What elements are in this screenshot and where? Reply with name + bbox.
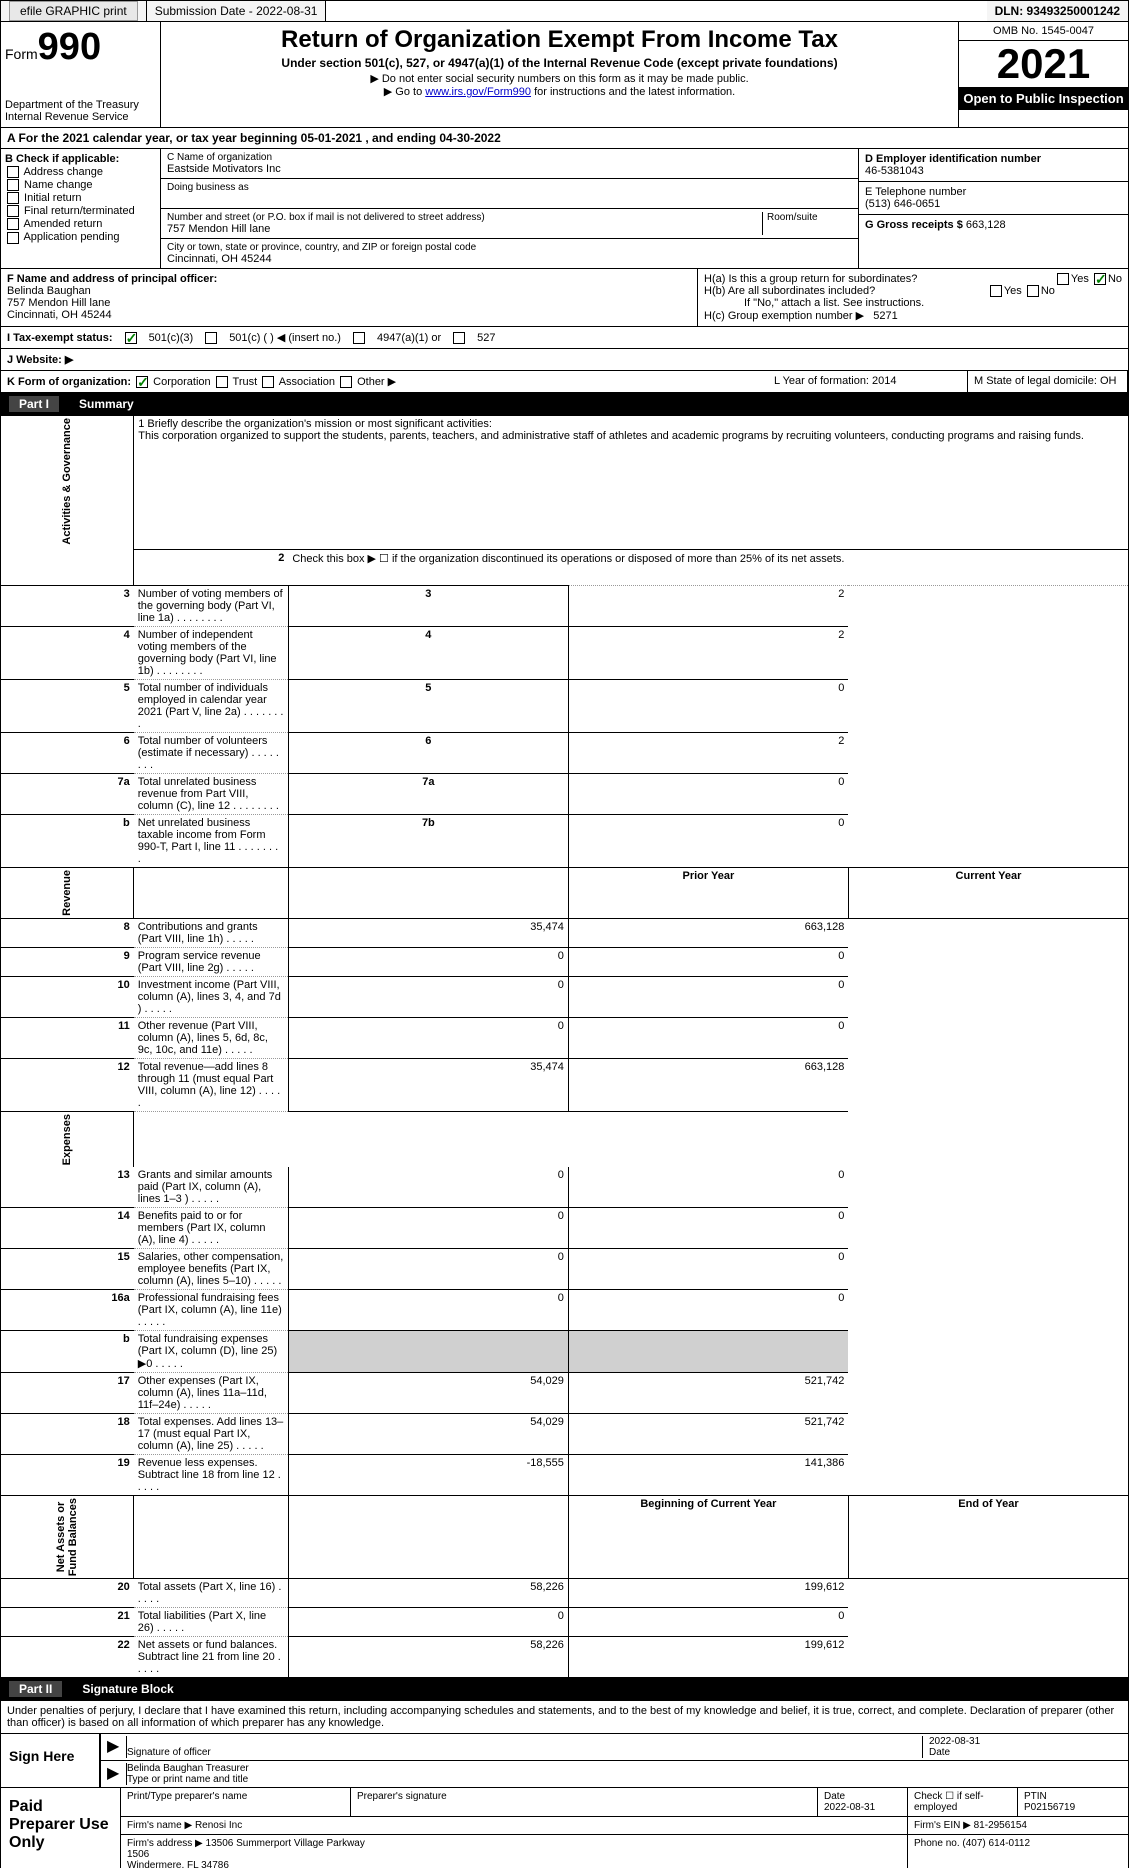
- form-header: Form990 Department of the Treasury Inter…: [0, 22, 1129, 128]
- summary-row: 16aProfessional fundraising fees (Part I…: [1, 1289, 1129, 1330]
- dept-label: Department of the Treasury Internal Reve…: [5, 99, 156, 123]
- summary-table: Activities & Governance 1 Briefly descri…: [0, 416, 1129, 1678]
- header-mid: Return of Organization Exempt From Incom…: [161, 22, 958, 127]
- goto-note: ▶ Go to www.irs.gov/Form990 for instruct…: [165, 85, 954, 98]
- section-c: C Name of organizationEastside Motivator…: [161, 149, 858, 268]
- k-option[interactable]: Other ▶: [338, 376, 396, 388]
- sign-here-label: Sign Here: [1, 1734, 101, 1787]
- header-left: Form990 Department of the Treasury Inter…: [1, 22, 161, 127]
- section-deg: D Employer identification number46-53810…: [858, 149, 1128, 268]
- entity-block: B Check if applicable: Address change Na…: [0, 149, 1129, 269]
- h-a-no[interactable]: [1094, 273, 1106, 285]
- section-h: H(a) Is this a group return for subordin…: [698, 269, 1128, 326]
- omb-number: OMB No. 1545-0047: [959, 22, 1128, 41]
- irs-link[interactable]: www.irs.gov/Form990: [425, 86, 531, 98]
- summary-row: 15Salaries, other compensation, employee…: [1, 1248, 1129, 1289]
- b-option[interactable]: Name change: [5, 179, 156, 191]
- summary-row: bNet unrelated business taxable income f…: [1, 814, 1129, 867]
- firm-phone: (407) 614-0112: [962, 1838, 1030, 1849]
- period-a: A For the 2021 calendar year, or tax yea…: [0, 128, 1129, 149]
- part-2-header: Part IISignature Block: [0, 1678, 1129, 1701]
- summary-row: 7aTotal unrelated business revenue from …: [1, 773, 1129, 814]
- gross-receipts: 663,128: [966, 219, 1006, 231]
- summary-row: 18Total expenses. Add lines 13–17 (must …: [1, 1413, 1129, 1454]
- summary-row: 20Total assets (Part X, line 16) . . . .…: [1, 1579, 1129, 1608]
- ssn-note: ▶ Do not enter social security numbers o…: [165, 72, 954, 85]
- submission-date: Submission Date - 2022-08-31: [147, 1, 327, 21]
- tax-year: 2021: [959, 41, 1128, 87]
- h-b-no[interactable]: [1027, 285, 1039, 297]
- org-street: 757 Mendon Hill lane: [167, 223, 270, 235]
- public-inspection: Open to Public Inspection: [959, 87, 1128, 110]
- summary-row: 21Total liabilities (Part X, line 26) . …: [1, 1608, 1129, 1637]
- i-527[interactable]: [453, 332, 465, 344]
- i-501c3[interactable]: [125, 332, 137, 344]
- summary-row: 6Total number of volunteers (estimate if…: [1, 732, 1129, 773]
- sign-block: Sign Here ▶Signature of officer2022-08-3…: [0, 1734, 1129, 1788]
- org-name: Eastside Motivators Inc: [167, 163, 281, 175]
- section-i: I Tax-exempt status: 501(c)(3) 501(c) ( …: [0, 327, 1129, 349]
- h-b-yes[interactable]: [990, 285, 1002, 297]
- year-formation: L Year of formation: 2014: [768, 371, 968, 392]
- summary-row: 8Contributions and grants (Part VIII, li…: [1, 918, 1129, 947]
- mission-text: This corporation organized to support th…: [138, 430, 1084, 442]
- k-option[interactable]: Association: [260, 376, 338, 388]
- summary-row: 12Total revenue—add lines 8 through 11 (…: [1, 1058, 1129, 1111]
- k-option[interactable]: Trust: [214, 376, 261, 388]
- section-klm: K Form of organization: Corporation Trus…: [0, 371, 1129, 393]
- summary-row: 10Investment income (Part VIII, column (…: [1, 976, 1129, 1017]
- efile-graphic: efile GRAPHIC print: [1, 1, 147, 21]
- section-f: F Name and address of principal officer:…: [1, 269, 698, 326]
- preparer-label: Paid Preparer Use Only: [1, 1788, 121, 1868]
- preparer-block: Paid Preparer Use Only Print/Type prepar…: [0, 1788, 1129, 1868]
- phone: (513) 646-0651: [865, 198, 940, 210]
- summary-row: 3Number of voting members of the governi…: [1, 585, 1129, 626]
- efile-btn[interactable]: efile GRAPHIC print: [9, 1, 138, 21]
- summary-row: 19Revenue less expenses. Subtract line 1…: [1, 1454, 1129, 1495]
- summary-row: 11Other revenue (Part VIII, column (A), …: [1, 1017, 1129, 1058]
- ein: 46-5381043: [865, 165, 924, 177]
- fh-block: F Name and address of principal officer:…: [0, 269, 1129, 327]
- ptin: P02156719: [1024, 1802, 1075, 1813]
- signer-name: Belinda Baughan Treasurer: [127, 1763, 249, 1774]
- b-option[interactable]: Initial return: [5, 192, 156, 204]
- summary-row: 9Program service revenue (Part VIII, lin…: [1, 947, 1129, 976]
- h-a-yes[interactable]: [1057, 273, 1069, 285]
- i-4947[interactable]: [353, 332, 365, 344]
- b-option[interactable]: Final return/terminated: [5, 205, 156, 217]
- penalties-text: Under penalties of perjury, I declare th…: [0, 1701, 1129, 1734]
- header-right: OMB No. 1545-0047 2021 Open to Public In…: [958, 22, 1128, 127]
- firm-ein: 81-2956154: [974, 1820, 1027, 1831]
- summary-row: 4Number of independent voting members of…: [1, 626, 1129, 679]
- officer-name: Belinda Baughan: [7, 285, 91, 297]
- dln: DLN: 93493250001242: [987, 1, 1128, 21]
- firm-name: Renosi Inc: [195, 1820, 242, 1831]
- summary-row: bTotal fundraising expenses (Part IX, co…: [1, 1330, 1129, 1372]
- k-option[interactable]: Corporation: [134, 376, 214, 388]
- section-j: J Website: ▶: [0, 349, 1129, 371]
- form-subtitle: Under section 501(c), 527, or 4947(a)(1)…: [165, 56, 954, 70]
- form-title: Return of Organization Exempt From Incom…: [165, 26, 954, 54]
- state-domicile: M State of legal domicile: OH: [968, 371, 1128, 392]
- summary-row: 5Total number of individuals employed in…: [1, 679, 1129, 732]
- group-exemption: 5271: [873, 310, 897, 322]
- part-1-header: Part ISummary: [0, 393, 1129, 416]
- b-option[interactable]: Address change: [5, 166, 156, 178]
- b-option[interactable]: Amended return: [5, 218, 156, 230]
- section-b: B Check if applicable: Address change Na…: [1, 149, 161, 268]
- summary-row: 13Grants and similar amounts paid (Part …: [1, 1167, 1129, 1208]
- b-option[interactable]: Application pending: [5, 231, 156, 243]
- summary-row: 22Net assets or fund balances. Subtract …: [1, 1637, 1129, 1678]
- summary-row: 14Benefits paid to or for members (Part …: [1, 1207, 1129, 1248]
- org-city: Cincinnati, OH 45244: [167, 253, 272, 265]
- top-bar: efile GRAPHIC print Submission Date - 20…: [0, 0, 1129, 22]
- i-501c[interactable]: [205, 332, 217, 344]
- form-number: Form990: [5, 26, 156, 69]
- summary-row: 17Other expenses (Part IX, column (A), l…: [1, 1372, 1129, 1413]
